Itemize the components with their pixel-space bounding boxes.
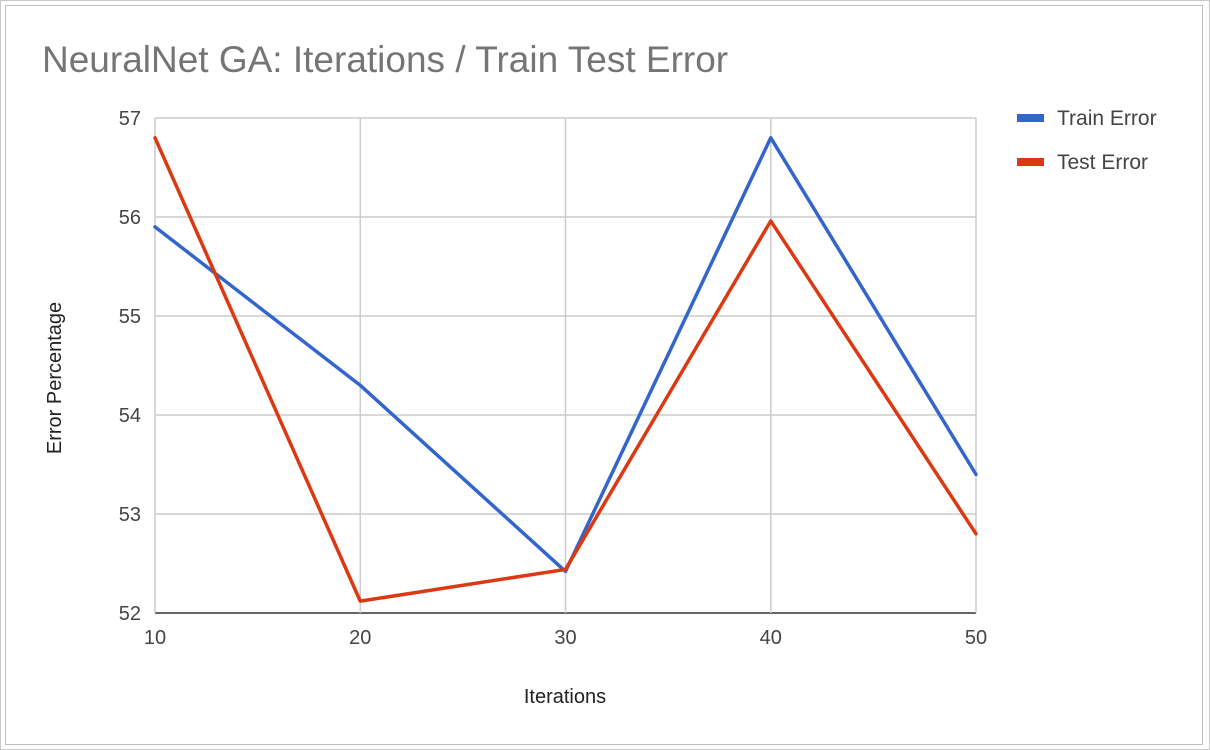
chart-card [5,5,1203,745]
y-tick-label: 55 [119,306,141,328]
grid [154,117,977,614]
legend: Train Error Test Error [1017,107,1157,174]
x-tick-label: 10 [144,627,166,649]
legend-swatch [1017,114,1044,122]
legend-swatch [1017,158,1044,166]
chart-title: NeuralNet GA: Iterations / Train Test Er… [42,39,728,80]
x-tick-label: 20 [349,627,371,649]
y-tick-label: 56 [119,207,141,229]
series [153,136,978,603]
legend-label: Train Error [1057,107,1157,130]
y-tick-label: 57 [119,108,141,130]
y-tick-label: 53 [119,504,141,526]
x-axis-label: Iterations [524,686,606,708]
legend-label: Test Error [1057,151,1148,174]
y-axis-label: Error Percentage [44,302,66,454]
y-tick-label: 54 [119,405,141,427]
x-tick-label: 50 [965,627,987,649]
x-tick-label: 40 [760,627,782,649]
y-tick-label: 52 [119,603,141,625]
y-axis-ticks: 52 53 54 55 56 57 [119,108,141,625]
x-tick-label: 30 [554,627,576,649]
x-axis-ticks: 10 20 30 40 50 [144,627,987,649]
